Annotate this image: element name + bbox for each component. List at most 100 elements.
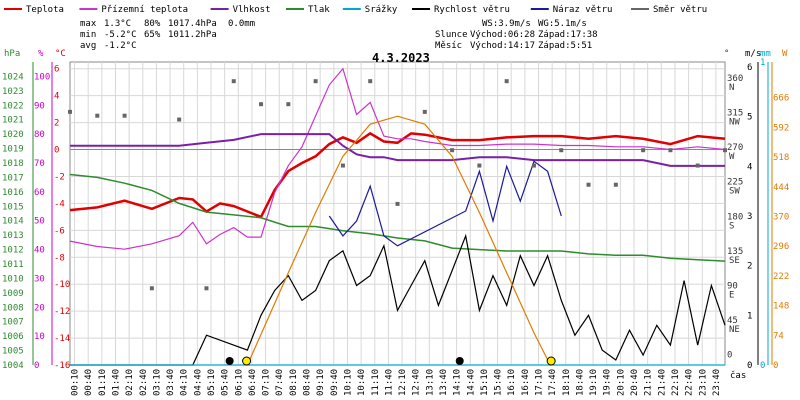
- rain-tick-label: 0: [760, 361, 765, 371]
- wind-direction-point: [122, 113, 127, 118]
- stat-max-temp: 1.3°C: [104, 19, 131, 29]
- stat-min-temp: -5.2°C: [104, 30, 137, 40]
- temperature-tick-label: -10: [54, 280, 70, 290]
- x-tick-label: 18:10: [562, 369, 572, 396]
- x-tick-label: 16:40: [521, 369, 531, 396]
- wind-direction-point: [177, 117, 182, 122]
- wind-speed-tick-label: 4: [747, 162, 752, 172]
- temperature-tick-label: 6: [54, 65, 59, 75]
- radiation-tick-label: 666: [773, 94, 789, 104]
- wind-direction-point: [477, 163, 482, 168]
- temperature-tick-label: 4: [54, 92, 59, 102]
- wind-dir-compass-label: SW: [729, 187, 740, 197]
- legend-label: Přízemní teplota: [101, 5, 188, 15]
- wind-direction-point: [641, 148, 646, 153]
- pressure-tick-label: 1023: [2, 87, 24, 97]
- x-tick-label: 06:40: [248, 369, 258, 396]
- x-tick-label: 15:10: [480, 369, 490, 396]
- wind-dir-tick-label: 45: [727, 316, 738, 326]
- wind-speed-tick-label: 3: [747, 212, 752, 222]
- wind-direction-point: [231, 79, 236, 84]
- x-tick-label: 02:40: [139, 369, 149, 396]
- sunset-info: Západ:17:38: [538, 30, 598, 40]
- wind-dir-tick-label: 225: [727, 178, 743, 188]
- x-tick-label: 07:10: [262, 369, 272, 396]
- wind-speed-tick-label: 5: [747, 113, 752, 123]
- pressure-tick-label: 1012: [2, 246, 24, 256]
- wind-direction-point: [695, 163, 700, 168]
- series-line-teplota: [69, 131, 726, 219]
- wind-direction-point: [204, 286, 209, 291]
- pressure-tick-label: 1005: [2, 347, 24, 357]
- x-tick-label: 13:40: [439, 369, 449, 396]
- wind-direction-point: [313, 79, 318, 84]
- x-tick-label: 00:10: [71, 369, 81, 396]
- wind-speed-tick-label: 6: [747, 63, 752, 73]
- humidity-tick-label: 0: [34, 361, 39, 371]
- pressure-tick-label: 1010: [2, 274, 24, 284]
- series-line-n-raz-v-tru: [328, 160, 562, 247]
- x-tick-label: 07:40: [275, 369, 285, 396]
- x-tick-label: 10:40: [357, 369, 367, 396]
- x-tick-label: 17:40: [548, 369, 558, 396]
- x-tick-label: 01:10: [98, 369, 108, 396]
- series-line-radiace: [246, 115, 551, 366]
- x-tick-label: 06:10: [234, 369, 244, 396]
- temperature-tick-label: -2: [54, 172, 65, 182]
- pressure-tick-label: 1013: [2, 231, 24, 241]
- pressure-tick-label: 1021: [2, 116, 24, 126]
- wind-dir-tick-label: 180: [727, 212, 743, 222]
- radiation-tick-label: 518: [773, 153, 789, 163]
- x-tick-label: 21:40: [657, 369, 667, 396]
- x-tick-label: 00:40: [84, 369, 94, 396]
- x-tick-label: 03:40: [166, 369, 176, 396]
- wind-direction-point: [95, 113, 100, 118]
- moonrise-marker: [455, 357, 464, 365]
- humidity-tick-label: 30: [34, 274, 45, 284]
- radiation-unit-label: W: [782, 49, 788, 59]
- wind-dir-tick-label: 0: [727, 350, 732, 360]
- temperature-tick-label: 0: [54, 146, 59, 156]
- legend-label: Rychlost větru: [434, 5, 510, 15]
- wind-dir-tick-label: 315: [727, 109, 743, 119]
- wind-dir-compass-label: NE: [729, 325, 740, 335]
- x-tick-label: 15:40: [494, 369, 504, 396]
- wind-direction-point: [68, 109, 72, 114]
- radiation-tick-label: 296: [773, 242, 789, 252]
- moon-info-label: Měsíc: [435, 41, 462, 51]
- humidity-tick-label: 20: [34, 303, 45, 313]
- pressure-tick-label: 1018: [2, 159, 24, 169]
- wind-direction-point: [259, 102, 264, 107]
- wind-dir-compass-label: SE: [729, 256, 740, 266]
- temperature-unit-label: °C: [55, 49, 66, 59]
- pressure-tick-label: 1015: [2, 202, 24, 212]
- x-tick-label: 10:10: [343, 369, 353, 396]
- temperature-tick-label: -6: [54, 226, 65, 236]
- humidity-tick-label: 100: [34, 72, 50, 82]
- pressure-tick-label: 1020: [2, 130, 24, 140]
- wind-dir-compass-label: N: [729, 83, 734, 93]
- wind-direction-point: [340, 163, 345, 168]
- x-tick-label: 14:10: [453, 369, 463, 396]
- wind-speed-tick-label: 0: [747, 361, 752, 371]
- stat-max-label: max: [80, 19, 97, 29]
- wind-dir-tick-label: 270: [727, 143, 743, 153]
- pressure-tick-label: 1019: [2, 145, 24, 155]
- sunrise-marker: [242, 356, 252, 366]
- temperature-tick-label: -16: [54, 361, 70, 371]
- humidity-unit-label: %: [38, 49, 44, 59]
- rain-unit-label: mm: [760, 49, 771, 59]
- wind-speed-tick-label: 1: [747, 311, 752, 321]
- wind-direction-point: [422, 109, 427, 114]
- legend-label: Vlhkost: [233, 5, 271, 15]
- pressure-tick-label: 1009: [2, 289, 24, 299]
- x-tick-label: 16:10: [507, 369, 517, 396]
- wind-dir-compass-label: NW: [729, 118, 740, 128]
- moonset-marker: [225, 357, 234, 365]
- x-tick-label: 01:40: [111, 369, 121, 396]
- pressure-tick-label: 1016: [2, 188, 24, 198]
- pressure-tick-label: 1022: [2, 101, 24, 111]
- chart-title: 4.3.2023: [372, 51, 430, 65]
- x-tick-label: 14:40: [466, 369, 476, 396]
